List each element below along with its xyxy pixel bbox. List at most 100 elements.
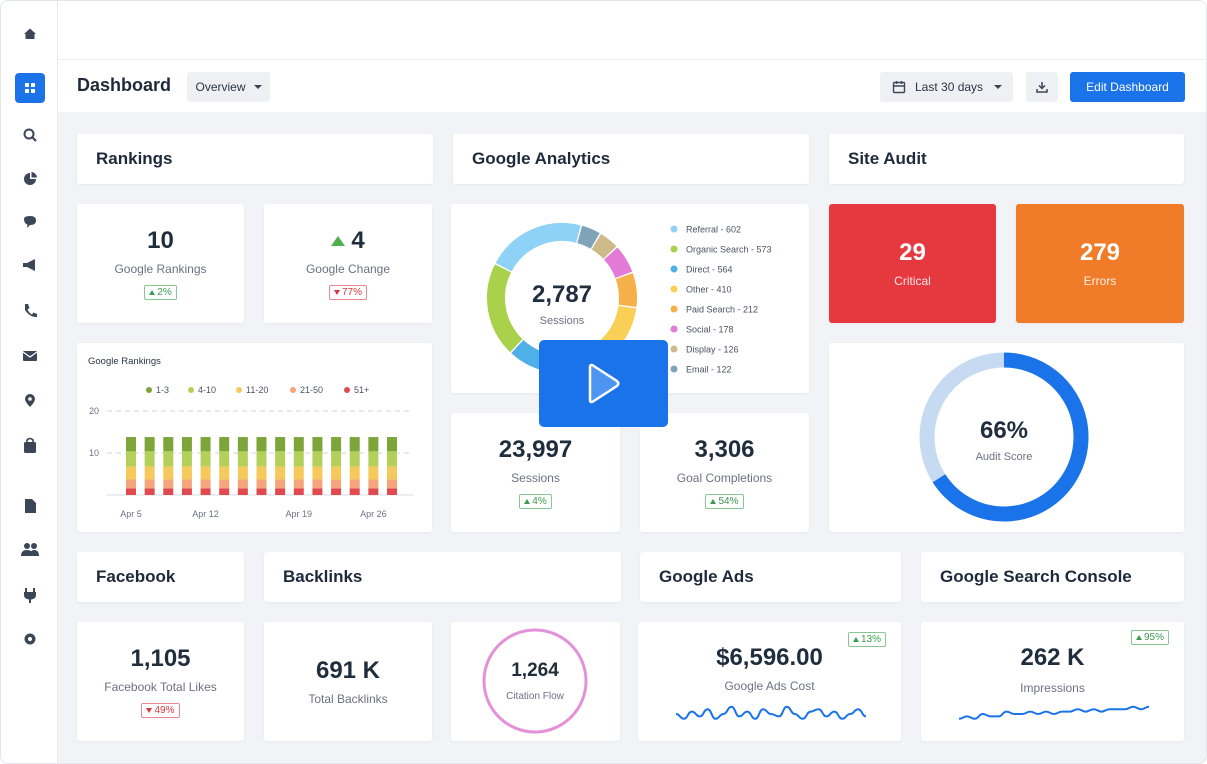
- bar-segment: [237, 488, 248, 495]
- bar-segment: [163, 488, 174, 495]
- integrations-icon[interactable]: [25, 588, 35, 592]
- legend-dot: [670, 325, 678, 333]
- stat-label: Impressions: [1020, 681, 1085, 695]
- bar-segment: [368, 488, 379, 495]
- bar-segment: [256, 437, 267, 452]
- audit-donut: 66% Audit Score: [919, 352, 1089, 522]
- stat-value: 29: [899, 239, 926, 267]
- legend-label: 51+: [354, 385, 369, 395]
- stat-value: 1,105: [130, 645, 190, 673]
- view-selector[interactable]: Overview: [187, 72, 270, 102]
- x-tick-label: Apr 26: [360, 509, 387, 519]
- spark-card: 262 K Impressions 95%: [921, 622, 1184, 741]
- donut-total-label: Sessions: [540, 315, 585, 327]
- bar-segment: [219, 479, 230, 489]
- change-value: 4%: [532, 496, 547, 507]
- stat-label: Google Rankings: [114, 262, 207, 276]
- topbar: [58, 1, 1206, 60]
- stat-card: 279 Errors: [1016, 204, 1184, 323]
- bar-segment: [387, 437, 397, 452]
- chart-title: Google Rankings: [88, 356, 161, 367]
- bar-segment: [237, 479, 248, 489]
- dashboard-icon: [25, 83, 35, 93]
- bar-segment: [256, 488, 267, 495]
- chart-card: Google Rankings 1-3 4-10 11-20 21-50 51+ 10 20 A…: [77, 343, 432, 532]
- donut-segment: [615, 273, 637, 307]
- stat-label: Facebook Total Likes: [104, 680, 217, 694]
- play-button[interactable]: [539, 340, 668, 427]
- bar-segment: [368, 451, 379, 467]
- bar-segment: [144, 466, 155, 480]
- bar-segment: [275, 466, 286, 480]
- stat-number: 1,105: [130, 645, 191, 672]
- campaign-icon[interactable]: [23, 259, 35, 271]
- legend-label: Email - 122: [686, 365, 732, 375]
- download-icon: [1036, 82, 1048, 93]
- email-icon[interactable]: [23, 351, 37, 361]
- bar-segment: [312, 479, 323, 489]
- x-tick-label: Apr 12: [192, 509, 219, 519]
- change-badge: 2%: [144, 285, 177, 300]
- change-arrow: [149, 290, 156, 295]
- sparkline-area: [675, 705, 867, 720]
- change-badge: 95%: [1131, 630, 1170, 645]
- reports-icon[interactable]: [24, 173, 36, 185]
- legend-label: Referral - 602: [686, 225, 741, 235]
- stat-label: Goal Completions: [676, 471, 773, 485]
- download-button[interactable]: [1026, 72, 1058, 102]
- legend-dot: [670, 365, 678, 373]
- bar-segment: [275, 479, 286, 489]
- stat-value: 691 K: [316, 657, 380, 685]
- donut-segment: [603, 247, 633, 279]
- citation-value: 1,264: [511, 660, 559, 681]
- search-icon[interactable]: [23, 128, 35, 140]
- stat-number: 10: [147, 227, 174, 254]
- bar-segment: [200, 437, 211, 452]
- citation-label: Citation Flow: [506, 691, 565, 702]
- legend-label: 4-10: [198, 385, 216, 395]
- edit-dashboard-button[interactable]: Edit Dashboard: [1070, 72, 1185, 102]
- bar-segment: [349, 488, 360, 495]
- legend-dot: [670, 265, 678, 273]
- calls-icon[interactable]: [25, 304, 37, 318]
- change-value: 2%: [157, 287, 172, 298]
- bar-segment: [163, 451, 174, 467]
- donut-total: 2,787: [532, 281, 592, 308]
- change-value: 13%: [861, 634, 882, 645]
- bar-segment: [163, 437, 174, 452]
- bar-segment: [144, 488, 155, 495]
- dashboard-icon-bg[interactable]: [15, 73, 45, 103]
- bar-segment: [181, 451, 192, 467]
- bar-segment: [219, 466, 230, 480]
- change-badge: 54%: [705, 494, 744, 509]
- home-icon[interactable]: [24, 28, 36, 40]
- x-tick-label: Apr 19: [286, 509, 313, 519]
- bar-segment: [387, 466, 397, 480]
- legend-dot: [670, 305, 678, 313]
- legend-label: Other - 410: [686, 285, 732, 295]
- sparkline: [958, 705, 1150, 720]
- section-header: Site Audit: [829, 134, 1184, 184]
- date-range[interactable]: Last 30 days: [880, 72, 1013, 102]
- bar-segment: [293, 437, 304, 452]
- legend-dot: [290, 387, 296, 393]
- chat-icon[interactable]: [24, 216, 36, 228]
- chart-card: 66% Audit Score: [829, 343, 1184, 532]
- bar-segment: [256, 479, 267, 489]
- bar-segment: [331, 451, 342, 467]
- users-icon[interactable]: [24, 543, 30, 549]
- spark-card: $6,596.00 Google Ads Cost 13%: [638, 622, 901, 741]
- stat-number: 3,306: [694, 436, 755, 463]
- bar-segment: [349, 437, 360, 452]
- donut-segment: [495, 223, 581, 272]
- citation-card: 1,264 Citation Flow: [451, 622, 620, 741]
- change-arrow: [710, 499, 717, 504]
- bar-segment: [126, 488, 136, 495]
- bar-segment: [237, 466, 248, 480]
- shop-icon[interactable]: [24, 442, 36, 453]
- file-icon[interactable]: [25, 499, 36, 513]
- legend-dot: [236, 387, 242, 393]
- legend-label: Display - 126: [686, 345, 739, 355]
- stat-label: Google Ads Cost: [724, 679, 815, 693]
- bar-segment: [312, 466, 323, 480]
